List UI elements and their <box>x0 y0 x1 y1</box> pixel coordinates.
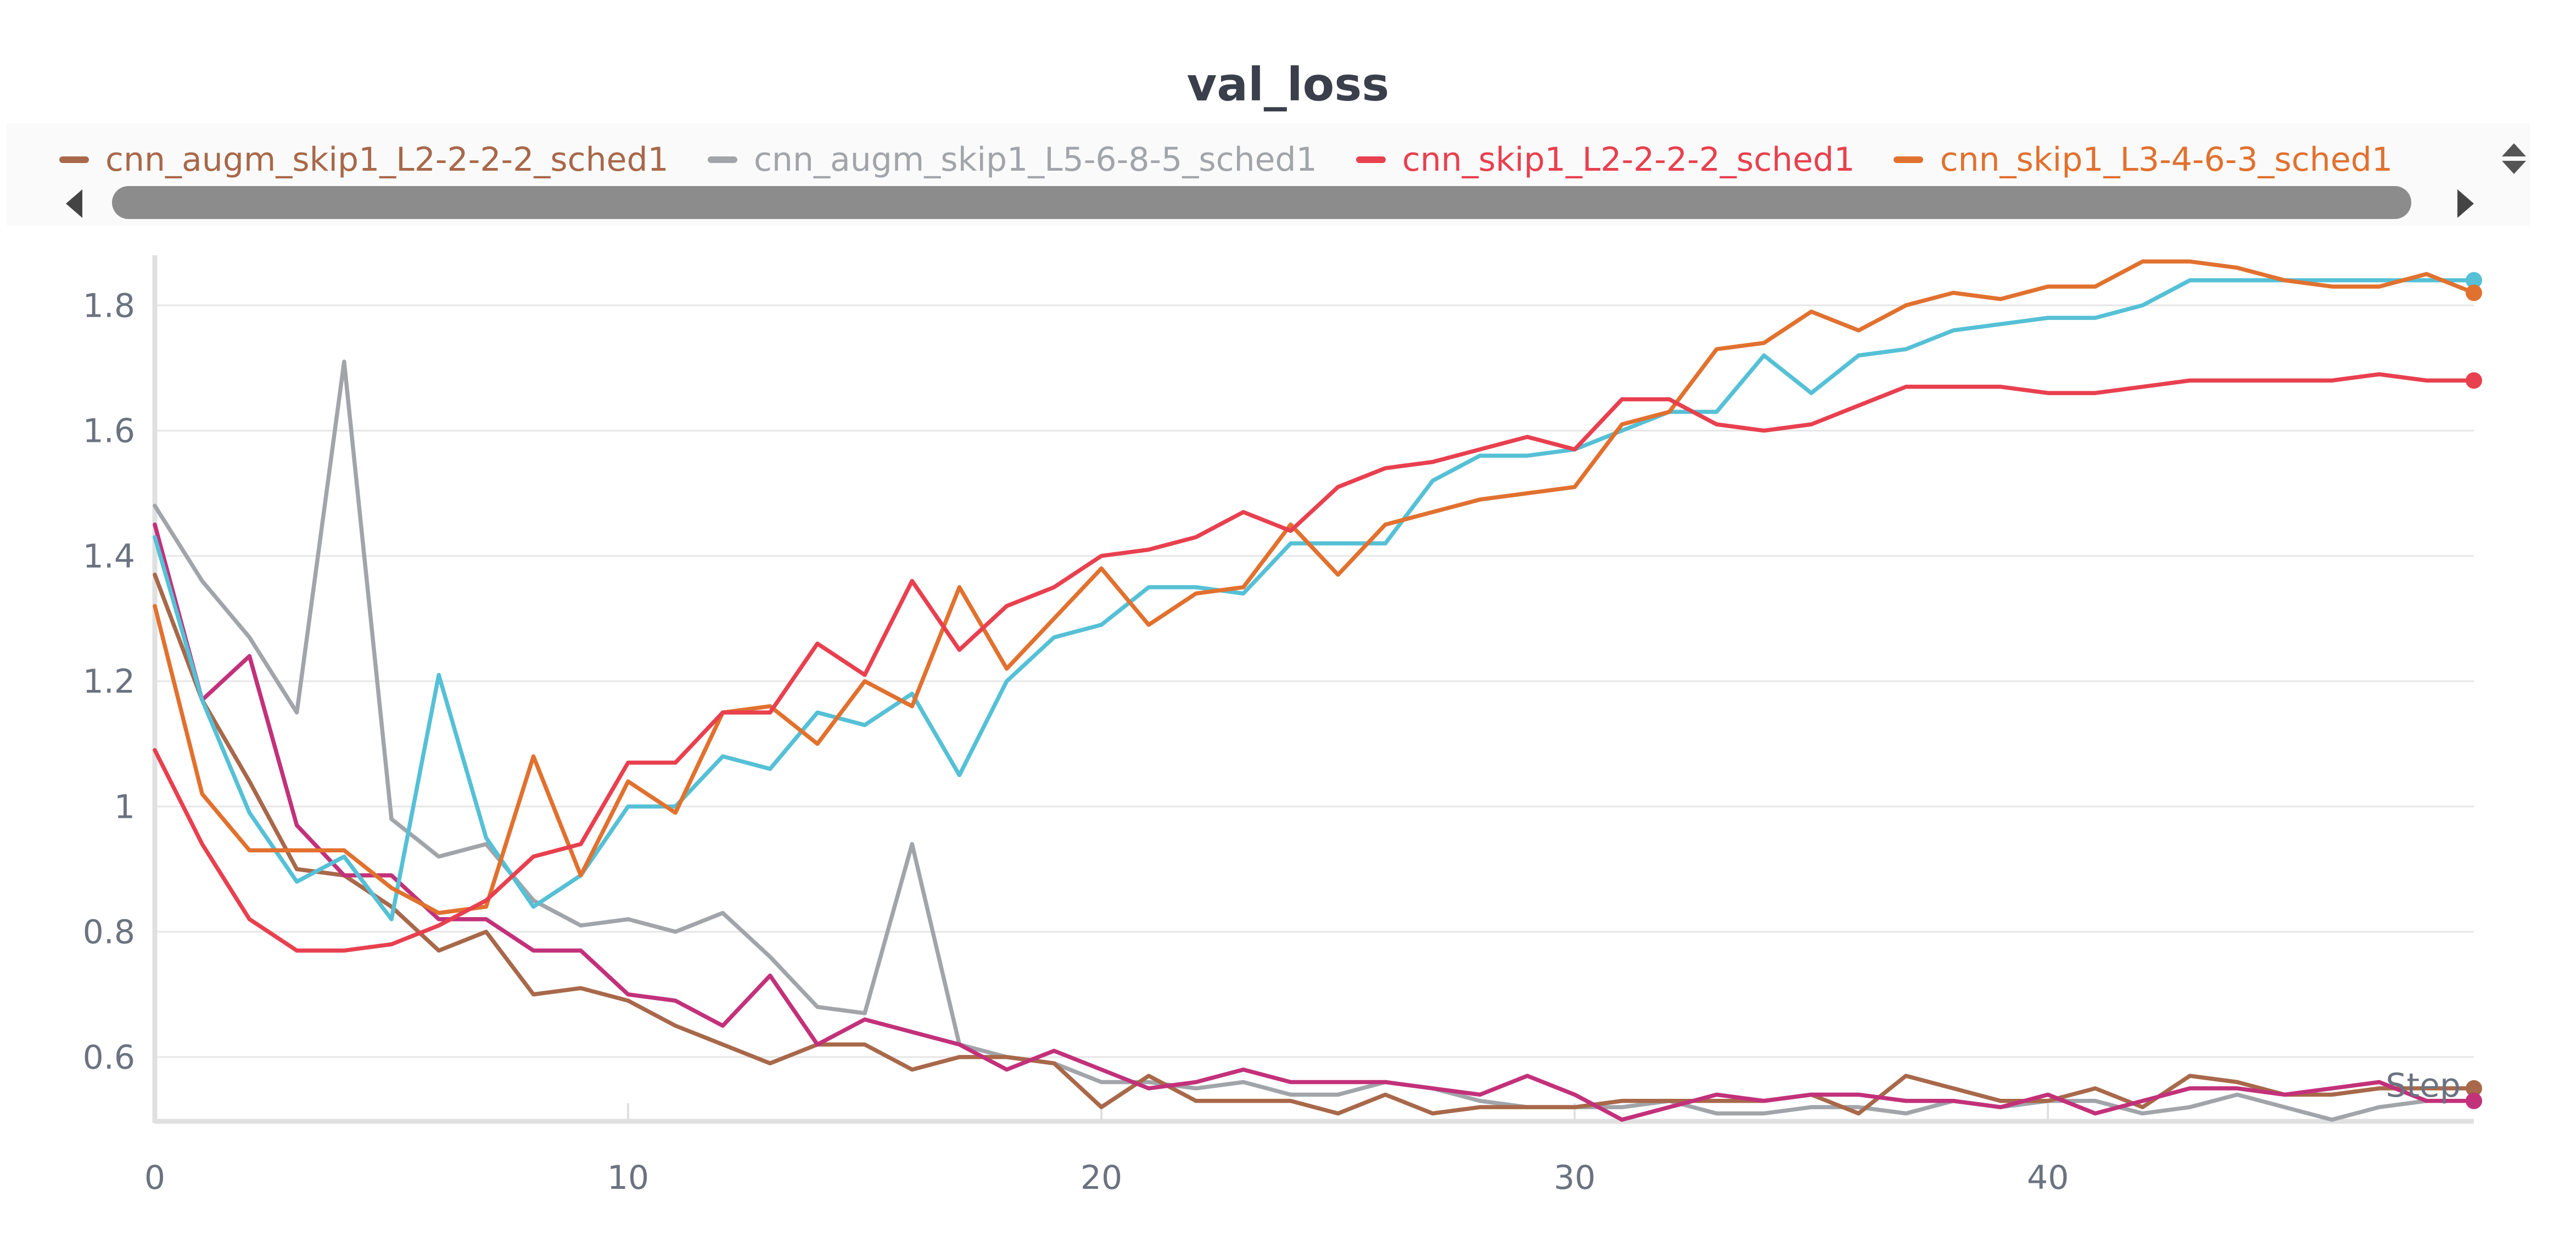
y-tick-label: 1 <box>114 788 135 826</box>
series-line[interactable] <box>153 523 2476 1122</box>
legend-swatch <box>59 156 89 163</box>
legend-item[interactable]: cnn_augm_skip1_L2-2-2-2_sched1 <box>59 133 669 186</box>
x-tick-label: 0 <box>144 1159 165 1197</box>
legend-bar: cnn_augm_skip1_L2-2-2-2_sched1 cnn_augm_… <box>7 123 2530 226</box>
series-end-point[interactable] <box>2466 372 2482 389</box>
series-end-point[interactable] <box>2466 284 2482 301</box>
y-tick-label: 0.6 <box>83 1038 135 1077</box>
x-tick-label: 30 <box>1554 1159 1595 1197</box>
scroll-right-arrow-icon[interactable] <box>2457 189 2474 218</box>
y-tick-label: 1.8 <box>83 287 135 325</box>
legend-label: cnn_skip1_L3-4-6-3_sched1 <box>1940 141 2393 179</box>
legend-scrollbar-thumb[interactable] <box>112 186 2411 219</box>
x-axis-label: Step <box>2385 1066 2461 1105</box>
grid-lines <box>155 304 2474 1058</box>
y-tick-label: 1.4 <box>83 537 135 576</box>
legend-swatch <box>707 156 737 163</box>
axes <box>152 255 2474 1124</box>
legend-viewport: cnn_augm_skip1_L2-2-2-2_sched1 cnn_augm_… <box>59 133 2490 186</box>
y-tick-label: 1.6 <box>83 412 135 451</box>
chart-title: val_loss <box>1186 58 1390 111</box>
series-lines <box>153 259 2482 1122</box>
x-tick-label: 20 <box>1080 1159 1122 1197</box>
legend-item[interactable]: cnn_skip1_L2-2-2-2_sched1 <box>1356 133 1855 186</box>
x-tick-label: 10 <box>607 1159 649 1197</box>
series-end-point[interactable] <box>2466 272 2482 289</box>
series-line[interactable] <box>153 278 2476 922</box>
legend-swatch <box>1356 156 1386 163</box>
legend-label: cnn_augm_skip1_L2-2-2-2_sched1 <box>105 141 669 179</box>
scroll-left-arrow-icon[interactable] <box>66 189 82 218</box>
legend-item[interactable]: cnn_skip1_L3-4-6-3_sched1 <box>1894 133 2393 186</box>
legend-expand-arrows-icon[interactable] <box>2497 140 2530 178</box>
series-line[interactable] <box>153 360 2476 1122</box>
y-tick-label: 0.8 <box>83 913 135 952</box>
legend-item[interactable]: cnn_augm_skip1_L5-6-8-5_sched1 <box>707 133 1317 186</box>
legend-swatch <box>1894 156 1924 163</box>
series-end-point[interactable] <box>2466 1080 2482 1097</box>
legend-label: cnn_skip1_L2-2-2-2_sched1 <box>1402 141 1855 179</box>
x-tick-label: 40 <box>2027 1159 2069 1197</box>
y-tick-label: 1.2 <box>83 662 135 701</box>
tick-labels: 0.6 0.8 1 1.2 1.4 1.6 1.8 0 10 20 30 40 <box>83 287 2069 1197</box>
series-line[interactable] <box>153 259 2476 916</box>
series-end-point[interactable] <box>2466 1092 2482 1109</box>
legend-label: cnn_augm_skip1_L5-6-8-5_sched1 <box>753 141 1317 179</box>
series-line[interactable] <box>153 372 2476 953</box>
series-line[interactable] <box>153 572 2476 1116</box>
